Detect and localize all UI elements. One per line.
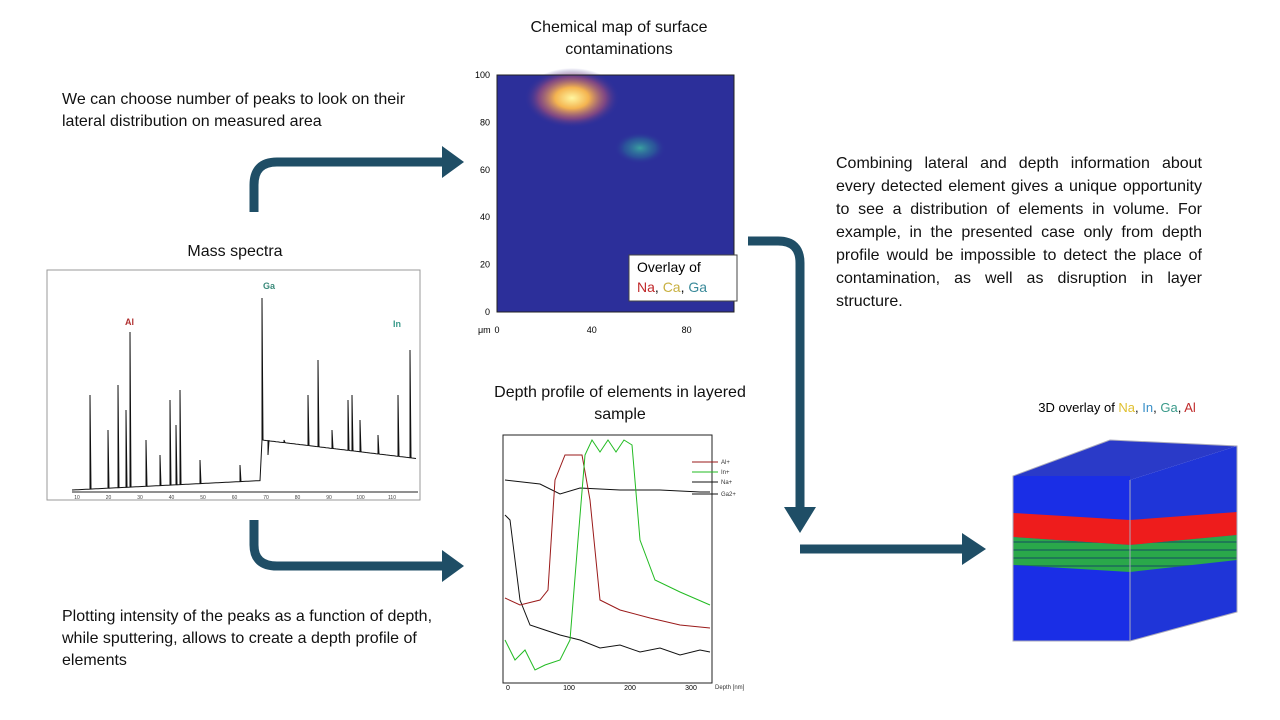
layer-red xyxy=(1013,512,1237,545)
element-name: In xyxy=(1142,400,1153,415)
legend-entry: In+ xyxy=(721,470,730,476)
cube-edges xyxy=(1012,439,1238,642)
cube-title: 3D overlay of Na, In, Ga, Al xyxy=(1038,400,1196,415)
separator: , xyxy=(1135,400,1142,415)
arrowhead xyxy=(442,550,464,582)
cube: 3D overlay of Na, In, Ga, Al xyxy=(1012,400,1238,642)
peak-label: Al xyxy=(125,317,134,327)
note-peaks: We can choose number of peaks to look on… xyxy=(62,91,406,130)
trace xyxy=(504,438,711,671)
trace xyxy=(504,479,710,495)
map-unit: μm xyxy=(478,325,491,335)
note-combining: Combining lateral and depth information … xyxy=(836,155,1202,310)
separator: , xyxy=(1153,400,1160,415)
arrowhead xyxy=(442,146,464,178)
arrowhead xyxy=(962,533,986,565)
x-tick-label: 80 xyxy=(295,495,301,501)
legend-entry: Al+ xyxy=(721,460,730,466)
spectra-title: Mass spectra xyxy=(187,243,283,260)
map-title: Chemical map of surface contaminations xyxy=(530,19,708,58)
y-tick-label: 20 xyxy=(480,260,490,270)
element-name: Ga xyxy=(1160,400,1178,415)
hotspot xyxy=(524,68,620,128)
arrow xyxy=(249,157,445,212)
layer-green xyxy=(1013,535,1237,572)
element-name: Na xyxy=(1118,400,1135,415)
x-tick-label: 100 xyxy=(563,685,575,692)
separator: , xyxy=(681,279,689,295)
legend-entry: Ga2+ xyxy=(721,492,736,498)
overlay-elements: Na, Ca, Ga xyxy=(637,279,707,295)
x-tick-label: 40 xyxy=(169,495,175,501)
element-name: Ga xyxy=(688,279,707,295)
x-tick-label: 200 xyxy=(624,685,636,692)
map-frame xyxy=(496,74,735,313)
overlay-box xyxy=(628,254,738,302)
overlay-label: Overlay of xyxy=(637,259,701,275)
trace xyxy=(504,454,711,629)
x-tick-label: 10 xyxy=(74,495,80,501)
x-tick-label: 300 xyxy=(685,685,697,692)
depth-ticks: 0 100 200 300 xyxy=(506,685,697,692)
depth-frame xyxy=(502,434,713,684)
y-tick-label: 0 xyxy=(485,307,490,317)
mass-spectrum: Al Ga In xyxy=(46,269,421,501)
x-tick-label: 0 xyxy=(506,685,510,692)
x-tick-label: 90 xyxy=(326,495,332,501)
x-tick-label: 0 xyxy=(494,325,499,335)
x-tick-label: 70 xyxy=(263,495,269,501)
cube-title-text: 3D overlay of xyxy=(1038,400,1118,415)
arrow xyxy=(249,520,445,571)
cube-top xyxy=(1013,440,1237,480)
trace xyxy=(504,514,711,656)
element-name: Na xyxy=(637,279,655,295)
spectrum-trace xyxy=(71,297,417,491)
x-tick-label: 20 xyxy=(106,495,112,501)
note-depth: Plotting intensity of the peaks as a fun… xyxy=(62,608,433,669)
separator: , xyxy=(655,279,663,295)
x-axis-label: Depth [nm] xyxy=(715,685,745,691)
x-tick-label: 80 xyxy=(682,325,692,335)
chemical-map: Overlay of Na, Ca, Ga μm xyxy=(478,68,738,335)
y-tick-label: 40 xyxy=(480,212,490,222)
y-tick-label: 80 xyxy=(480,117,490,127)
x-tick-label: 110 xyxy=(388,495,396,501)
hotspot xyxy=(614,132,666,164)
spectrum-ticks: 10 20 30 40 50 60 70 80 90 100 110 xyxy=(74,495,396,501)
element-name: Ca xyxy=(663,279,681,295)
element-name: Al xyxy=(1184,400,1196,415)
y-tick-label: 60 xyxy=(480,165,490,175)
map-ticks: 0 20 40 60 80 100 0 40 80 xyxy=(475,70,692,335)
x-tick-label: 50 xyxy=(200,495,206,501)
spectrum-frame xyxy=(46,269,421,501)
depth-title: Depth profile of elements in layered sam… xyxy=(494,384,746,423)
x-tick-label: 100 xyxy=(356,495,365,501)
arrowhead xyxy=(784,507,816,533)
peak-label: Ga xyxy=(263,281,276,291)
depth-profile: Al+ In+ Na+ Ga2+ Depth [nm] xyxy=(502,434,745,691)
separator: , xyxy=(1178,400,1185,415)
arrowheads xyxy=(442,146,986,582)
peak-label: In xyxy=(393,319,401,329)
x-tick-label: 30 xyxy=(137,495,143,501)
arrows xyxy=(249,157,965,571)
y-tick-label: 100 xyxy=(475,70,490,80)
x-tick-label: 40 xyxy=(587,325,597,335)
legend-entry: Na+ xyxy=(721,480,733,486)
arrow xyxy=(748,236,805,510)
x-tick-label: 60 xyxy=(232,495,238,501)
